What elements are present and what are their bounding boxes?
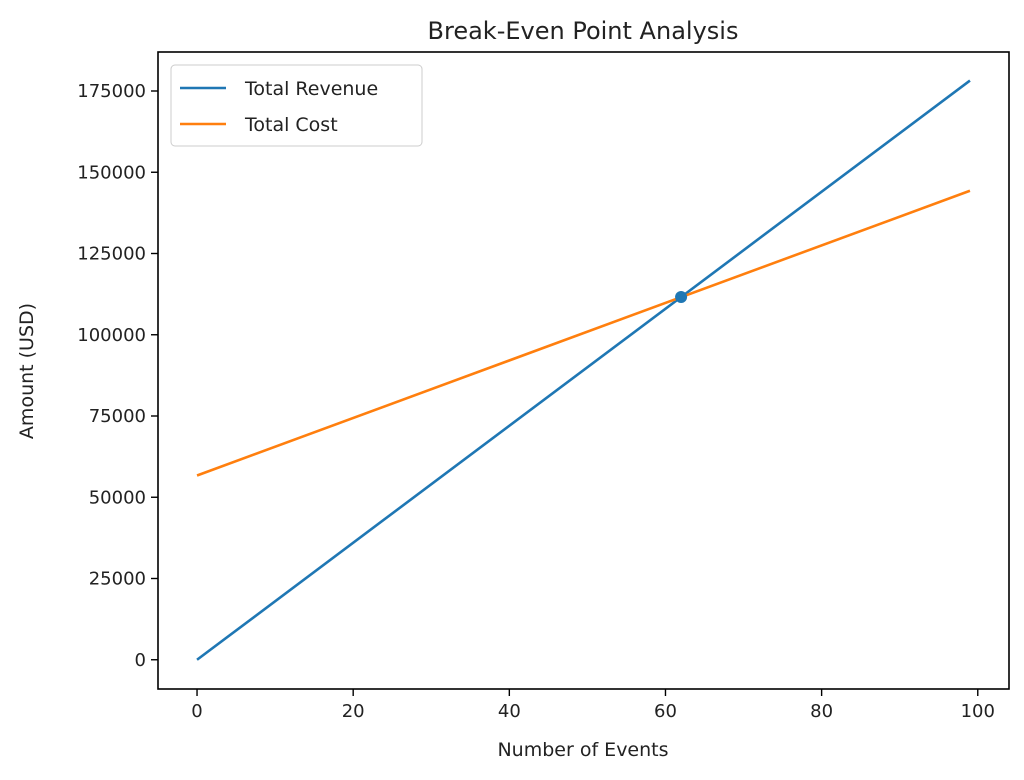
legend: Total Revenue Total Cost — [170, 64, 423, 147]
chart-title: Break-Even Point Analysis — [428, 17, 739, 45]
x-tick-label: 40 — [498, 701, 521, 722]
y-tick-label: 150000 — [77, 162, 146, 183]
y-tick-label: 75000 — [89, 406, 146, 427]
y-tick-label: 125000 — [77, 244, 146, 265]
legend-box — [170, 64, 423, 147]
x-tick-label: 60 — [654, 701, 677, 722]
legend-label: Total Cost — [244, 114, 338, 136]
y-tick-label: 0 — [135, 650, 146, 671]
x-tick-label: 0 — [191, 701, 202, 722]
x-axis-label: Number of Events — [497, 739, 668, 761]
break-even-point — [675, 291, 688, 304]
y-axis-label: Amount (USD) — [16, 303, 38, 439]
plot-frame — [157, 51, 1010, 690]
y-tick-label: 100000 — [77, 325, 146, 346]
y-tick-label: 50000 — [89, 487, 146, 508]
series-line-total-cost — [196, 189, 971, 477]
y-tick-label: 25000 — [89, 569, 146, 590]
x-tick-label: 20 — [342, 701, 365, 722]
x-tick-label: 100 — [961, 701, 995, 722]
legend-label: Total Revenue — [244, 78, 378, 100]
series-line-total-revenue — [196, 79, 971, 661]
y-tick-label: 175000 — [77, 81, 146, 102]
x-tick-label: 80 — [810, 701, 833, 722]
